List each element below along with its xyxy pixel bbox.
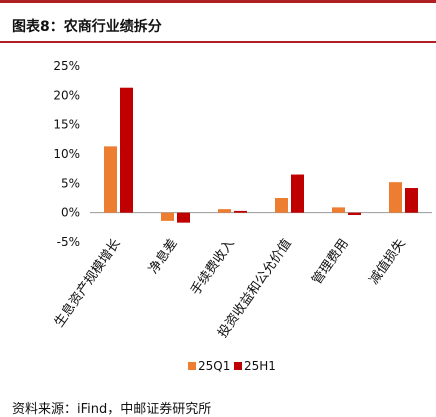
bar-25h1-1 — [177, 212, 190, 223]
top-accent-rule — [0, 0, 436, 3]
y-tick-label: 15% — [53, 118, 80, 132]
bar-25h1-3 — [291, 174, 304, 213]
legend-label-25q1: 25Q1 — [198, 359, 230, 373]
y-tick-label: 10% — [53, 147, 80, 161]
category-label: 减值损失 — [366, 236, 409, 288]
category-label: 管理费用 — [310, 236, 352, 287]
y-tick-label: 25% — [53, 59, 80, 73]
source-note: 资料来源：iFind，中邮证券研究所 — [12, 402, 212, 417]
bar-25h1-0 — [120, 87, 133, 213]
legend-label-25h1: 25H1 — [244, 359, 276, 373]
y-tick-label: 0% — [61, 206, 80, 220]
legend-swatch-25h1 — [234, 362, 242, 370]
legend-swatch-25q1 — [188, 362, 196, 370]
bar-25h1-4 — [348, 212, 361, 216]
figure-title: 图表8：农商行业绩拆分 — [12, 19, 162, 35]
bar-chart: -5% 0% 5% 10% 15% 20% 25% 生息资产规模增长 净息差 手续费收入投资收益… — [51, 59, 432, 373]
category-label: 手续费收入 — [188, 236, 238, 298]
category-label: 净息差 — [145, 236, 180, 277]
legend: 25Q1 25H1 — [188, 359, 276, 373]
bar-25q1-4 — [332, 207, 345, 213]
bar-25h1-5 — [405, 188, 418, 213]
bar-25q1-3 — [275, 198, 288, 213]
title-underline — [0, 41, 436, 43]
y-tick-label: 5% — [61, 176, 80, 190]
y-axis: -5% 0% 5% 10% 15% 20% 25% — [53, 59, 80, 249]
bar-25q1-5 — [389, 182, 402, 213]
y-tick-label: 20% — [53, 88, 80, 102]
bar-25q1-1 — [161, 212, 174, 221]
category-label: 生息资产规模增长 — [51, 236, 124, 330]
bar-25q1-0 — [104, 146, 117, 213]
y-tick-label: -5% — [57, 235, 80, 249]
bar-25q1-2 — [218, 209, 231, 213]
bars — [104, 87, 418, 223]
bar-25h1-2 — [234, 210, 247, 213]
